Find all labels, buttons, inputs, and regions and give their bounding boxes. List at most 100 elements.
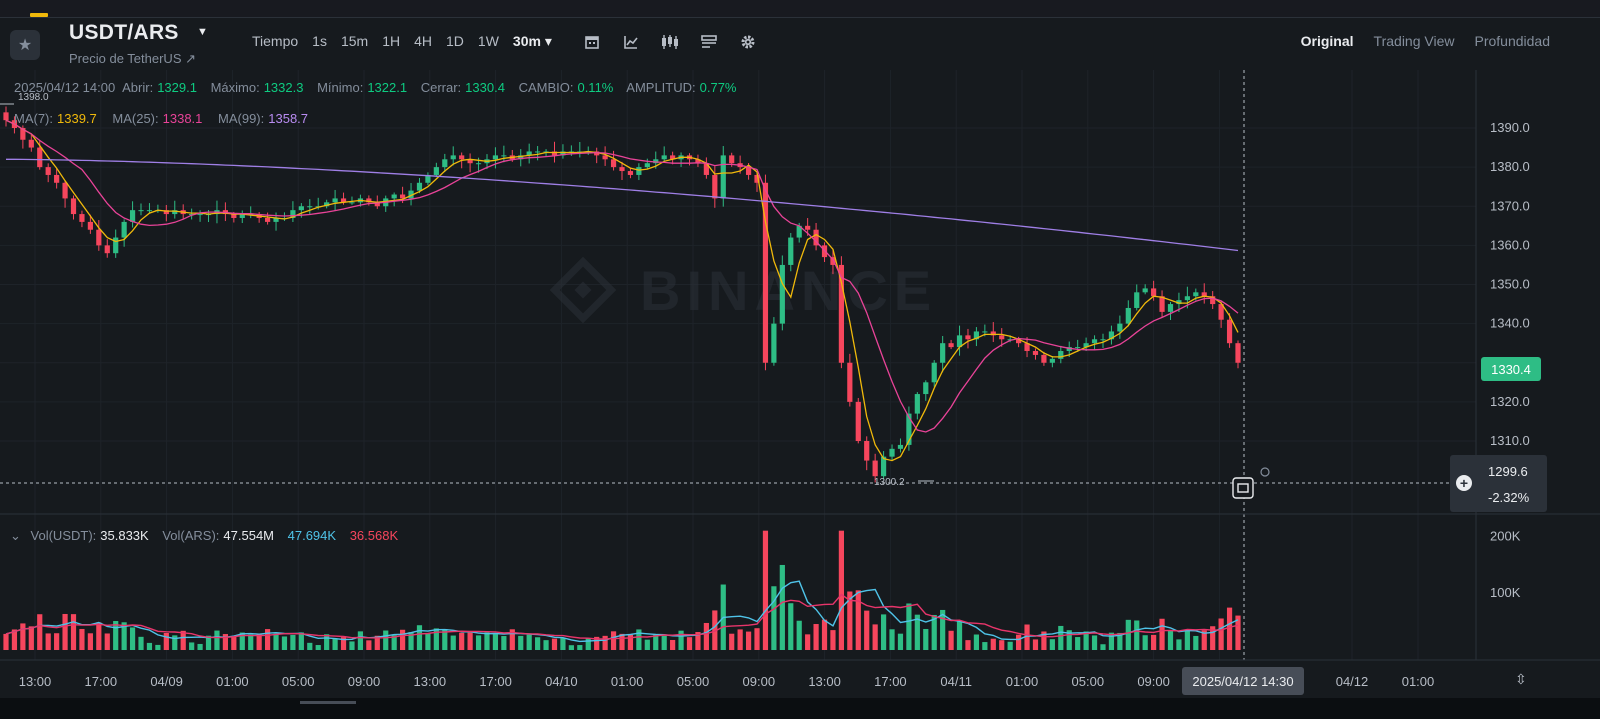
- candle-135: [1142, 284, 1148, 295]
- candle-74: [627, 168, 634, 179]
- interval-5[interactable]: 1D: [446, 33, 464, 49]
- volume-bar-112: [948, 630, 954, 650]
- volume-bar-21: [180, 630, 186, 650]
- vol-ars-label: Vol(ARS):: [162, 528, 220, 543]
- cursor-price: 1299.6: [1488, 464, 1528, 479]
- close-label: Cerrar:: [420, 80, 462, 95]
- pair-subtitle[interactable]: Precio de TetherUS ↗: [69, 51, 196, 66]
- volume-bar-135: [1142, 635, 1148, 650]
- time-label-12: 13:00: [808, 674, 841, 689]
- volume-bar-101: [855, 590, 861, 650]
- volume-bar-90: [762, 530, 769, 650]
- candle-137: [1159, 290, 1165, 318]
- candle-113: [956, 325, 963, 356]
- interval-1[interactable]: 1s: [312, 33, 327, 49]
- volume-bar-103: [872, 624, 878, 650]
- calendar-icon[interactable]: [583, 33, 601, 51]
- candle-7: [62, 180, 68, 208]
- candle-58: [492, 147, 499, 169]
- candle-39: [332, 189, 338, 211]
- candle-9: [79, 210, 85, 228]
- view-tab-0[interactable]: Original: [1300, 33, 1354, 49]
- ma7-value: 1339.7: [57, 111, 97, 126]
- volume-bar-120: [1016, 634, 1022, 650]
- pair-dropdown-caret-icon[interactable]: ▼: [197, 26, 208, 38]
- volume-collapse-icon[interactable]: ⌄: [10, 528, 21, 543]
- volume-bar-75: [636, 629, 642, 650]
- volume-bar-138: [1167, 630, 1174, 650]
- volume-bar-53: [450, 635, 456, 650]
- pair-title[interactable]: USDT/ARS: [69, 21, 179, 44]
- price-tick-8: 1310.0: [1490, 433, 1530, 448]
- volume-ma2-line: [5, 593, 1239, 640]
- volume-bar-7: [62, 613, 68, 650]
- volume-bar-122: [1032, 639, 1039, 650]
- candle-28: [239, 210, 245, 224]
- time-label-19: 04/12: [1336, 674, 1369, 689]
- volume-bar-92: [779, 564, 785, 650]
- candle-102: [864, 436, 870, 471]
- ohlc-row: 2025/04/12 14:00 Abrir: 1329.1 Máximo: 133…: [14, 80, 747, 95]
- interval-selector: Tiempo 1s 15m 1H 4H 1D 1W 30m ▾: [252, 33, 566, 50]
- candle-143: [1210, 291, 1216, 310]
- amplitude-label: AMPLITUD:: [626, 80, 696, 95]
- volume-bar-70: [594, 636, 600, 650]
- add-alert-plus-icon[interactable]: +: [1456, 475, 1472, 491]
- view-tab-1[interactable]: Trading View: [1373, 33, 1455, 49]
- interval-0[interactable]: Tiempo: [252, 33, 299, 49]
- time-axis: 13:00 17:00 04/09 01:00 05:00 09:00 13:00 17:00…: [19, 674, 1435, 689]
- price-chart[interactable]: BINANCE 1390.0 1380.0 1370.0 1360.0 1350.0 13…: [0, 70, 1600, 698]
- volume-bar-47: [400, 629, 406, 650]
- candle-130: [1100, 333, 1106, 349]
- interval-6[interactable]: 1W: [477, 33, 499, 49]
- min-marker-label: 1300.2: [874, 477, 905, 488]
- view-selector: Original Trading View Profundidad: [1281, 33, 1550, 49]
- close-value: 1330.4: [465, 80, 505, 95]
- auto-fit-icon[interactable]: ⇳: [1515, 671, 1527, 687]
- volume-bar-116: [982, 642, 988, 650]
- candle-66: [560, 144, 566, 159]
- volume-bar-87: [737, 629, 743, 650]
- interval-7[interactable]: 30m ▾: [512, 33, 552, 49]
- time-label-8: 04/10: [545, 674, 578, 689]
- candle-68: [577, 142, 583, 158]
- chart-area[interactable]: BINANCE 1390.0 1380.0 1370.0 1360.0 1350.0 13…: [0, 70, 1600, 698]
- volume-bar-88: [745, 631, 752, 650]
- volume-bar-2: [20, 623, 26, 650]
- volume-bar-25: [214, 630, 220, 650]
- time-label-0: 13:00: [19, 674, 52, 689]
- layout-icon[interactable]: [700, 33, 718, 51]
- interval-3[interactable]: 1H: [382, 33, 401, 49]
- volume-bar-129: [1091, 635, 1098, 650]
- interval-2[interactable]: 15m: [340, 33, 369, 49]
- indicator-icon[interactable]: [622, 33, 640, 51]
- interval-4[interactable]: 4H: [414, 33, 433, 49]
- candle-114: [965, 328, 971, 349]
- candle-0: [3, 106, 9, 127]
- favorite-star-icon[interactable]: ★: [10, 30, 40, 60]
- volume-bar-130: [1100, 644, 1106, 650]
- ohlc-date: 2025/04/12 14:00: [14, 80, 116, 95]
- volume-bar-62: [526, 634, 532, 650]
- candle-10: [87, 214, 93, 234]
- bottom-scroll-bar[interactable]: [0, 698, 1600, 719]
- volume-bar-41: [349, 641, 355, 650]
- view-tab-2[interactable]: Profundidad: [1474, 33, 1550, 49]
- candle-103: [872, 453, 878, 483]
- volume-ma1-line: [5, 580, 1239, 643]
- scroll-thumb[interactable]: [300, 701, 356, 704]
- amplitude-value: 0.77%: [699, 80, 737, 95]
- volume-bar-16: [138, 636, 144, 650]
- candle-50: [425, 172, 431, 186]
- volume-bar-71: [602, 635, 608, 650]
- volume-bar-28: [239, 632, 245, 650]
- candle-104: [880, 451, 887, 480]
- volume-bar-136: [1151, 634, 1157, 650]
- candle-12: [104, 239, 110, 258]
- candle-type-icon[interactable]: [661, 33, 679, 51]
- volume-bar-18: [155, 644, 161, 650]
- gear-icon[interactable]: [739, 33, 757, 51]
- volume-bar-64: [543, 640, 549, 650]
- volume-bar-39: [332, 638, 338, 650]
- alert-icon: [1232, 467, 1270, 499]
